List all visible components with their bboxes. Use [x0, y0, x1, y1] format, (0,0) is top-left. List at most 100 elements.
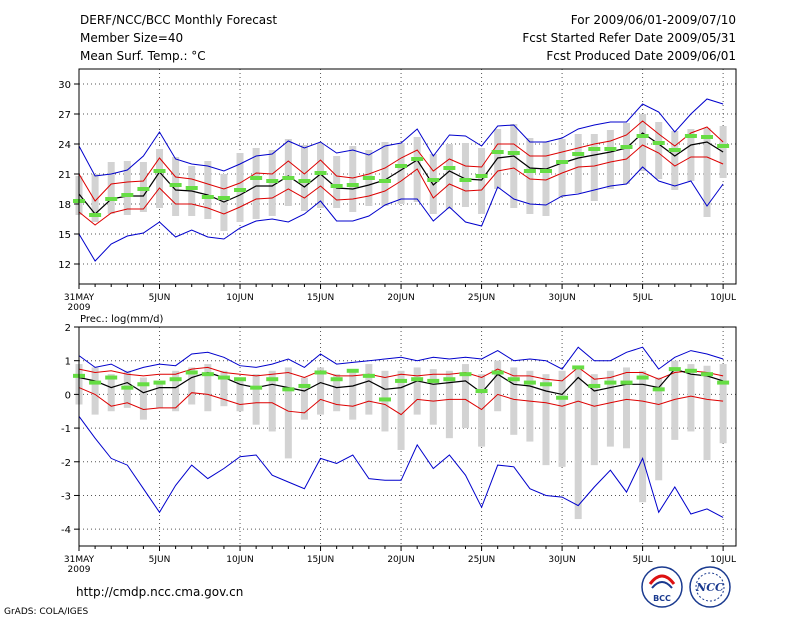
temp-xtick-label: 5JUL	[633, 293, 653, 303]
temp-spread-box	[349, 146, 357, 212]
temp-spread-box	[703, 128, 711, 217]
ncc-logo-text: NCC	[695, 581, 724, 594]
precip-ytick-label: -3	[61, 491, 71, 502]
temp-observed-marker	[556, 160, 569, 164]
temp-observed-marker	[539, 169, 552, 173]
precip-spread-box	[365, 364, 373, 415]
precip-xtick-label: 10JUN	[226, 555, 253, 565]
precip-observed-marker	[636, 375, 649, 380]
temp-spread-box	[107, 162, 115, 214]
temp-spread-box	[236, 153, 244, 222]
precip-spread-box	[284, 367, 292, 459]
temp-xtick-label: 20JUN	[387, 293, 414, 303]
precip-plot-frame	[78, 326, 737, 547]
precip-xtick-label: 5JUN	[149, 555, 171, 565]
precip-observed-marker	[217, 375, 230, 380]
variable-label: Mean Surf. Temp.: °C	[80, 49, 206, 63]
temp-spread-box	[461, 143, 469, 207]
precip-observed-marker	[201, 372, 214, 377]
precip-observed-marker	[556, 395, 569, 400]
precip-spread-box	[461, 364, 469, 429]
precip-observed-marker	[378, 397, 391, 402]
precip-spread-box	[526, 370, 534, 442]
precip-observed-marker	[234, 377, 247, 382]
precip-spread-box	[397, 370, 405, 450]
temp-ytick-label: 24	[58, 140, 71, 151]
precip-spread-box	[558, 370, 566, 467]
temp-observed-marker	[266, 179, 279, 183]
precip-spread-box	[156, 380, 164, 408]
precip-ensemble-max-line	[78, 346, 724, 374]
grads-credit: GrADS: COLA/IGES	[4, 607, 88, 617]
temp-spread-box	[526, 138, 534, 214]
temp-observed-marker	[636, 134, 649, 138]
temp-spread-box	[671, 131, 679, 190]
temp-xtick-label: 10JUL	[710, 293, 736, 303]
precip-spread-box	[703, 365, 711, 461]
temp-ytick-label: 27	[58, 110, 71, 121]
temp-observed-marker	[588, 147, 601, 151]
temp-spread-box	[639, 114, 647, 171]
temp-observed-marker	[411, 157, 424, 161]
precip-ytick-label: 2	[65, 323, 71, 334]
precip-observed-marker	[572, 365, 585, 370]
precip-observed-marker	[282, 387, 295, 392]
source-url-link[interactable]: http://cmdp.ncc.cma.gov.cn	[76, 585, 243, 599]
temp-observed-marker	[330, 184, 343, 188]
temp-spread-box	[558, 139, 566, 197]
temp-spread-box	[719, 126, 727, 178]
precip-xtick-label: 30JUN	[548, 555, 575, 565]
temp-ensemble-min-line	[78, 166, 724, 262]
precip-observed-marker	[684, 368, 697, 373]
precip-spread-box	[671, 360, 679, 440]
precip-xtick-label: 10JUL	[710, 555, 736, 565]
precip-observed-marker	[137, 382, 150, 387]
temp-spread-box	[510, 124, 518, 208]
member-size-label: Member Size=40	[80, 31, 183, 45]
precip-xtick-year-label: 2009	[68, 565, 91, 575]
precip-observed-marker	[588, 383, 601, 388]
temp-observed-marker	[378, 179, 391, 183]
precip-observed-marker	[652, 387, 665, 392]
precip-ensemble-mean-line	[78, 368, 724, 396]
temp-spread-box	[300, 145, 308, 211]
temp-xtick-label: 10JUN	[226, 293, 253, 303]
temp-spread-box	[123, 161, 131, 215]
precip-observed-marker	[89, 380, 102, 385]
precip-observed-marker	[507, 377, 520, 382]
temp-observed-marker	[717, 144, 730, 148]
precip-spread-box	[510, 367, 518, 435]
precip-xtick-label: 31MAY	[64, 555, 95, 565]
temp-spread-box	[655, 122, 663, 179]
precip-observed-marker	[427, 378, 440, 383]
precip-spread-box	[300, 377, 308, 420]
temp-observed-marker	[298, 179, 311, 183]
temp-observed-marker	[684, 134, 697, 138]
temp-observed-marker	[362, 176, 375, 180]
precip-spread-box	[687, 364, 695, 432]
precip-xtick-label: 25JUN	[468, 555, 495, 565]
precip-observed-marker	[604, 380, 617, 385]
precip-observed-marker	[459, 372, 472, 377]
precip-ytick-label: 1	[65, 357, 71, 368]
precip-observed-marker	[717, 380, 730, 385]
temp-observed-marker	[153, 169, 166, 173]
temp-observed-marker	[507, 151, 520, 155]
precip-spread-box	[655, 377, 663, 481]
precip-observed-marker	[346, 368, 359, 373]
temp-observed-marker	[250, 176, 263, 180]
temp-spread-box	[542, 142, 550, 216]
temp-spread-box	[445, 144, 453, 209]
temp-observed-marker	[346, 183, 359, 187]
chart-title: DERF/NCC/BCC Monthly Forecast	[80, 13, 277, 27]
temp-spread-box	[91, 174, 99, 222]
temp-ytick-label: 21	[58, 170, 71, 181]
precip-spread-box	[139, 377, 147, 420]
temp-observed-marker	[314, 171, 327, 175]
precip-spread-box	[172, 370, 180, 412]
temp-observed-marker	[620, 145, 633, 149]
precip-observed-marker	[523, 380, 536, 385]
precip-observed-marker	[443, 377, 456, 382]
precip-observed-marker	[701, 372, 714, 377]
precip-ytick-label: -2	[61, 458, 71, 469]
